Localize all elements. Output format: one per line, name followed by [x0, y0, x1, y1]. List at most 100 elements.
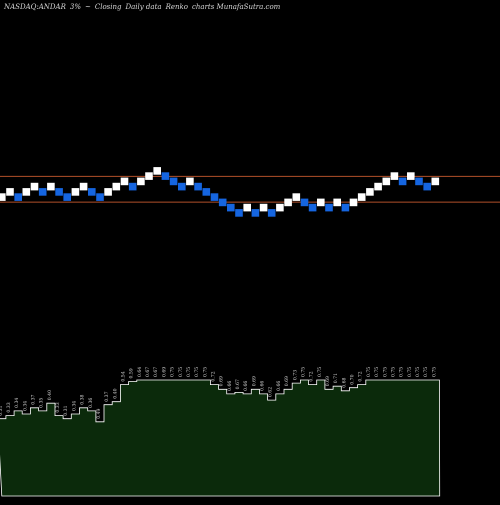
volume-label: 0.72 [309, 371, 315, 381]
renko-brick [47, 182, 55, 191]
renko-brick [186, 177, 194, 186]
renko-brick [137, 177, 145, 186]
volume-label: 0.54 [121, 371, 127, 381]
renko-brick [407, 172, 415, 180]
renko-brick [366, 188, 374, 196]
volume-label: 0.38 [80, 394, 86, 404]
volume-label: 0.66 [276, 381, 282, 391]
volume-label: 0.69 [284, 376, 290, 386]
renko-brick [292, 193, 301, 201]
volume-label: 0.49 [96, 408, 102, 418]
renko-brick [55, 188, 63, 196]
renko-brick [112, 182, 121, 191]
volume-label: 0.75 [186, 367, 192, 377]
renko-brick [333, 198, 341, 207]
volume-label: 0.66 [243, 381, 249, 391]
renko-brick [341, 203, 350, 212]
renko-brick [96, 193, 104, 201]
renko-brick [0, 193, 6, 201]
volume-label: 0.40 [47, 390, 53, 400]
renko-brick [357, 193, 366, 201]
renko-brick [317, 198, 325, 207]
pct-label: 3% [69, 3, 81, 11]
volume-label: 0.34 [22, 401, 28, 411]
renko-brick [284, 198, 292, 207]
volume-label: 0.68 [341, 377, 347, 387]
renko-brick [235, 209, 243, 217]
volume-label: 0.69 [251, 376, 257, 386]
mode-label: Closing [94, 3, 122, 11]
volume-label: 0.69 [161, 367, 167, 377]
volume-label: 0.66 [227, 381, 233, 391]
volume-label: 0.34 [14, 398, 20, 408]
renko-brick [202, 188, 211, 196]
renko-brick [390, 172, 399, 180]
volume-label: 0.75 [423, 367, 429, 377]
renko-brick [308, 203, 317, 212]
renko-brick [178, 182, 186, 191]
renko-brick [194, 182, 202, 191]
volume-area-path [0, 379, 441, 497]
renko-brick [325, 203, 333, 212]
renko-brick [300, 198, 309, 207]
volume-label: 0.75 [431, 367, 437, 377]
volume-label: 0.75 [407, 367, 413, 377]
reference-lines [0, 175, 500, 203]
separator-label: ~ [84, 3, 91, 11]
renko-brick [153, 167, 161, 175]
volume-label: 0.75 [366, 367, 372, 377]
volume-label: 0.75 [374, 367, 380, 377]
volume-label: 0.33 [55, 402, 61, 412]
renko-brick [251, 209, 260, 217]
renko-brick [349, 198, 358, 207]
renko-brick [120, 177, 129, 186]
renko-brick [79, 182, 88, 191]
volume-label: 0.75 [390, 367, 396, 377]
renko-brick [38, 188, 47, 196]
volume-label: 0.72 [358, 371, 364, 381]
volume-label: 0.36 [88, 398, 94, 408]
renko-brick [145, 172, 153, 180]
volume-label: 0.35 [39, 398, 45, 408]
volume-label: 0.75 [317, 367, 323, 377]
chart-type-label: Renko [165, 3, 188, 11]
ticker-label: NASDAQ:ANDAR [4, 3, 66, 11]
renko-brick [398, 177, 407, 186]
volume-label: 0.75 [178, 367, 184, 377]
renko-brick [22, 188, 31, 196]
volume-label: 0.31 [0, 405, 4, 415]
volume-label: 0.40 [112, 388, 118, 398]
renko-brick [63, 193, 71, 201]
volume-label: 0.37 [104, 391, 110, 401]
volume-label: 0.75 [170, 367, 176, 377]
volume-label: 0.67 [235, 379, 241, 389]
volume-label: 0.67 [145, 367, 151, 377]
volume-label: 0.34 [71, 401, 77, 411]
renko-brick [14, 193, 22, 201]
renko-brick [210, 193, 219, 201]
renko-brick [128, 182, 137, 191]
renko-brick [169, 177, 178, 186]
renko-brick [431, 177, 440, 186]
period-label: Daily data [125, 3, 162, 11]
volume-label: 0.62 [268, 387, 274, 397]
renko-brick [243, 203, 251, 212]
renko-brick [88, 188, 96, 196]
renko-brick [30, 182, 39, 191]
volume-label: 0.31 [63, 405, 69, 415]
volume-label: 0.37 [31, 394, 37, 404]
volume-label: 0.75 [301, 367, 307, 377]
renko-brick [161, 172, 170, 180]
volume-label: 0.75 [202, 367, 208, 377]
renko-brick [259, 203, 268, 212]
renko-brick [415, 177, 423, 186]
volume-label: 0.71 [333, 373, 339, 383]
volume-label: 0.73 [292, 370, 298, 380]
volume-label: 0.69 [219, 376, 225, 386]
volume-label: 0.67 [153, 367, 159, 377]
renko-brick [227, 203, 235, 212]
chart-header: NASDAQ:ANDAR 3% ~ Closing Daily data Renko cha… [4, 3, 284, 11]
volume-label: 0.70 [350, 374, 356, 384]
